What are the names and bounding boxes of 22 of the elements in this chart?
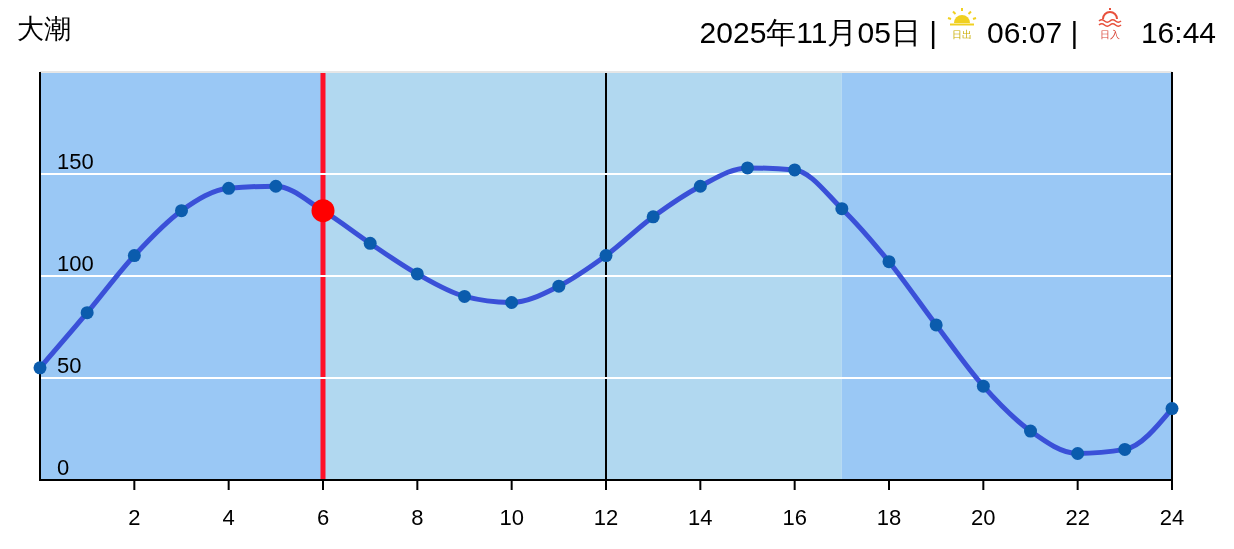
x-tick-label: 4 xyxy=(222,505,235,530)
x-tick-label: 16 xyxy=(782,505,807,530)
x-tick-label: 12 xyxy=(593,505,619,530)
y-tick-label: 100 xyxy=(57,251,94,276)
chart-title: 大潮 xyxy=(17,14,71,44)
chart-subtitle: 2025年11月05日 | xyxy=(699,16,937,49)
x-tick-label: 22 xyxy=(1065,505,1090,530)
x-tick-label: 2 xyxy=(128,505,141,530)
text: 日入 xyxy=(1100,29,1120,40)
x-tick-label: 24 xyxy=(1159,505,1185,530)
text: 16:44 xyxy=(1140,16,1216,49)
y-tick-label: 0 xyxy=(57,455,70,480)
y-tick-label: 150 xyxy=(57,149,94,174)
x-tick-label: 18 xyxy=(876,505,902,530)
text: 06:07 | xyxy=(987,16,1079,49)
x-tick-label: 14 xyxy=(688,505,713,530)
text: 日出 xyxy=(952,29,972,40)
x-tick-label: 10 xyxy=(499,505,524,530)
x-tick-label: 20 xyxy=(971,505,996,530)
x-tick-label: 6 xyxy=(316,505,330,530)
x-tick-label: 8 xyxy=(411,505,424,530)
y-tick-label: 50 xyxy=(57,353,82,378)
